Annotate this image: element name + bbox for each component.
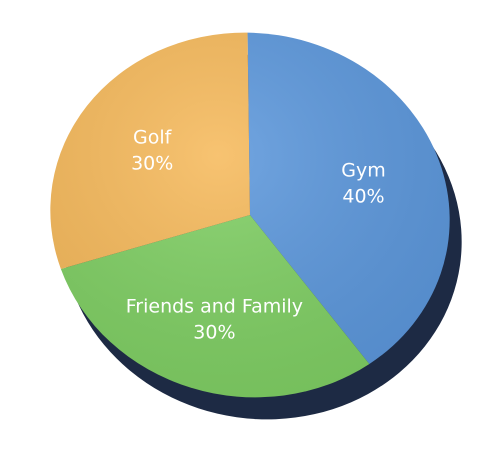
- slice-label-gym: Gym: [341, 160, 385, 182]
- slice-percent-gym: 40%: [342, 186, 384, 208]
- slice-percent-golf: 30%: [131, 153, 173, 175]
- slice-label-golf: Golf: [133, 127, 173, 149]
- pie-labels: Gym 40% Friends and Family 30% Golf 30%: [126, 127, 386, 344]
- slice-label-friends-and-family: Friends and Family: [126, 296, 303, 318]
- slice-percent-friends-and-family: 30%: [193, 322, 235, 344]
- pie-sheen: [50, 32, 450, 398]
